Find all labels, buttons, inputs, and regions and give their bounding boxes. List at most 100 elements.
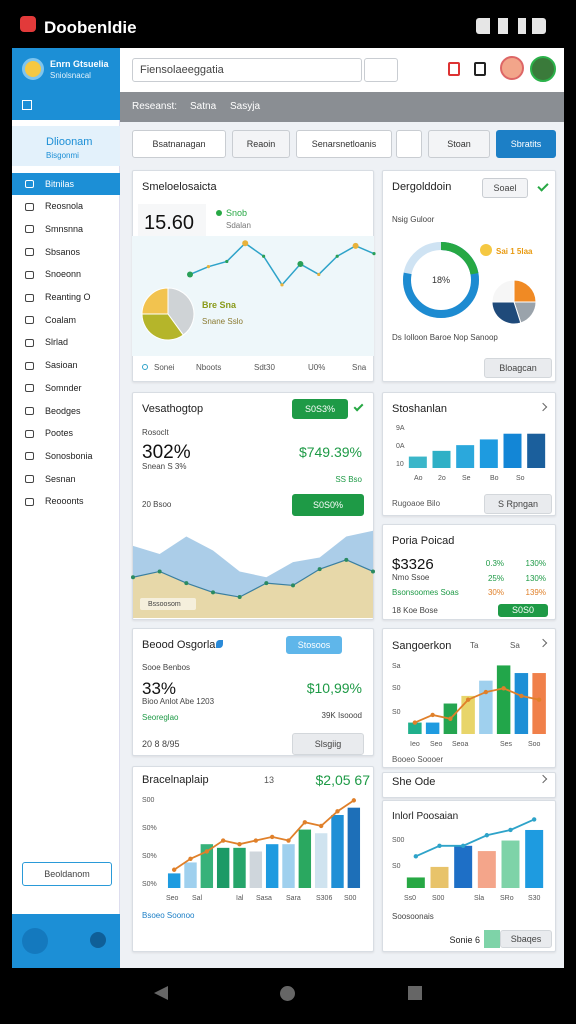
button[interactable] [292,494,364,516]
avatar[interactable] [530,56,556,82]
button[interactable] [296,130,392,158]
footer-label: Sdt30 [254,363,275,372]
point [204,849,210,854]
point [519,693,524,699]
menu-item[interactable]: Sbsanos [45,246,81,257]
menu-item[interactable]: Smnsnna [45,223,84,234]
button-label[interactable]: Bloagcan [499,362,537,373]
bar [249,851,263,888]
row-value: 30% [487,588,504,597]
search-button[interactable] [364,58,398,82]
row-value: 130% [525,559,546,568]
button-label[interactable]: S Rpngan [497,498,539,509]
button[interactable] [482,178,528,198]
button-label[interactable]: S0S3% [304,403,336,414]
button-label[interactable]: Senarsnetloanis [311,138,377,149]
button-label[interactable]: Stoan [447,138,471,149]
recent-button[interactable] [408,986,422,1000]
button[interactable] [498,604,548,617]
bar [233,847,246,888]
search-box[interactable] [132,58,362,82]
menu-item[interactable]: Reooonts [45,496,84,507]
button[interactable] [496,130,556,158]
button-label[interactable]: Soael [493,182,517,193]
button[interactable] [22,862,112,886]
legend: Sai 1 5laa [496,247,533,256]
breadcrumb: Reseanst: [132,101,178,112]
point [531,817,537,822]
category-label: Ao [414,474,423,482]
menu-item[interactable]: Sesnan [45,473,76,484]
brand: Enrn Gtsuelia [50,58,109,69]
bar [432,450,451,468]
footer-button[interactable] [90,932,106,948]
menu-item[interactable]: Bitnilas [45,178,75,189]
button-label[interactable]: S0S0% [312,499,344,510]
label: Rosoclt [142,428,169,437]
button[interactable] [484,494,552,514]
avatar[interactable] [500,56,524,80]
footer-button[interactable] [22,928,48,954]
menu-icon [25,316,34,325]
menu-item[interactable]: Pootes [45,428,74,439]
menu-item[interactable]: Reanting O [45,292,91,302]
menu-item[interactable]: Somnder [45,382,82,393]
button[interactable] [292,399,348,419]
axis-label: 9A [396,424,405,432]
button-label[interactable]: Slsgiig [314,738,342,749]
button-label[interactable]: S0S0 [511,605,535,615]
icon[interactable] [474,62,486,76]
button[interactable] [484,358,552,378]
button[interactable] [132,130,226,158]
menu-icon [25,475,34,484]
bar [525,829,544,888]
button-label[interactable]: Beoldanom [44,868,90,879]
button[interactable] [232,130,290,158]
axis-label: 10 [396,460,404,468]
point [157,569,162,574]
category-label: S306 [316,894,333,902]
pie-slice [141,313,184,341]
point [437,843,442,849]
point [286,838,291,843]
menu-icon [25,338,34,347]
axis-label: S0 [392,862,401,870]
menu-item[interactable]: Sonosbonia [45,450,93,461]
category-label: Ieo [410,740,420,748]
menu-item[interactable]: Snoeonn [45,269,82,280]
home-button[interactable] [280,986,295,1001]
button-label[interactable]: Sbratits [510,138,542,149]
bar [532,673,546,734]
button[interactable] [286,636,342,654]
pie-slice [513,279,537,303]
button-label[interactable]: Bsatnanagan [152,138,206,149]
button[interactable] [428,130,490,158]
menu-icon [25,293,34,302]
bar [479,680,493,734]
bar [282,844,295,888]
footer-label: Nboots [196,363,222,372]
search-text[interactable]: Fiensolaeeggatia [140,63,224,76]
button-label[interactable]: Sbaqes [510,933,542,944]
icon[interactable] [448,62,460,76]
mark-label: Ta [470,641,479,650]
bar [496,665,511,734]
nav-icon[interactable] [22,100,32,110]
tab-icon[interactable] [396,130,422,158]
bar [408,722,422,734]
link[interactable]: Bsonsoomes Soas [392,588,459,597]
menu-item[interactable]: Reosnola [45,201,84,212]
breadcrumb: Satna [190,101,217,112]
menu-item[interactable]: Beodges [45,405,81,416]
section [12,126,120,166]
menu-icon [25,270,34,279]
button[interactable] [500,930,552,948]
bar [314,833,328,888]
button-label[interactable]: Reaoin [246,138,276,149]
chart [403,242,479,318]
menu-item[interactable]: Sasioan [45,360,78,371]
button-label[interactable]: Stosoos [297,639,331,650]
button[interactable] [292,733,364,755]
menu-item[interactable]: Coalam [45,314,77,325]
menu-item[interactable]: Slrlad [45,337,69,348]
